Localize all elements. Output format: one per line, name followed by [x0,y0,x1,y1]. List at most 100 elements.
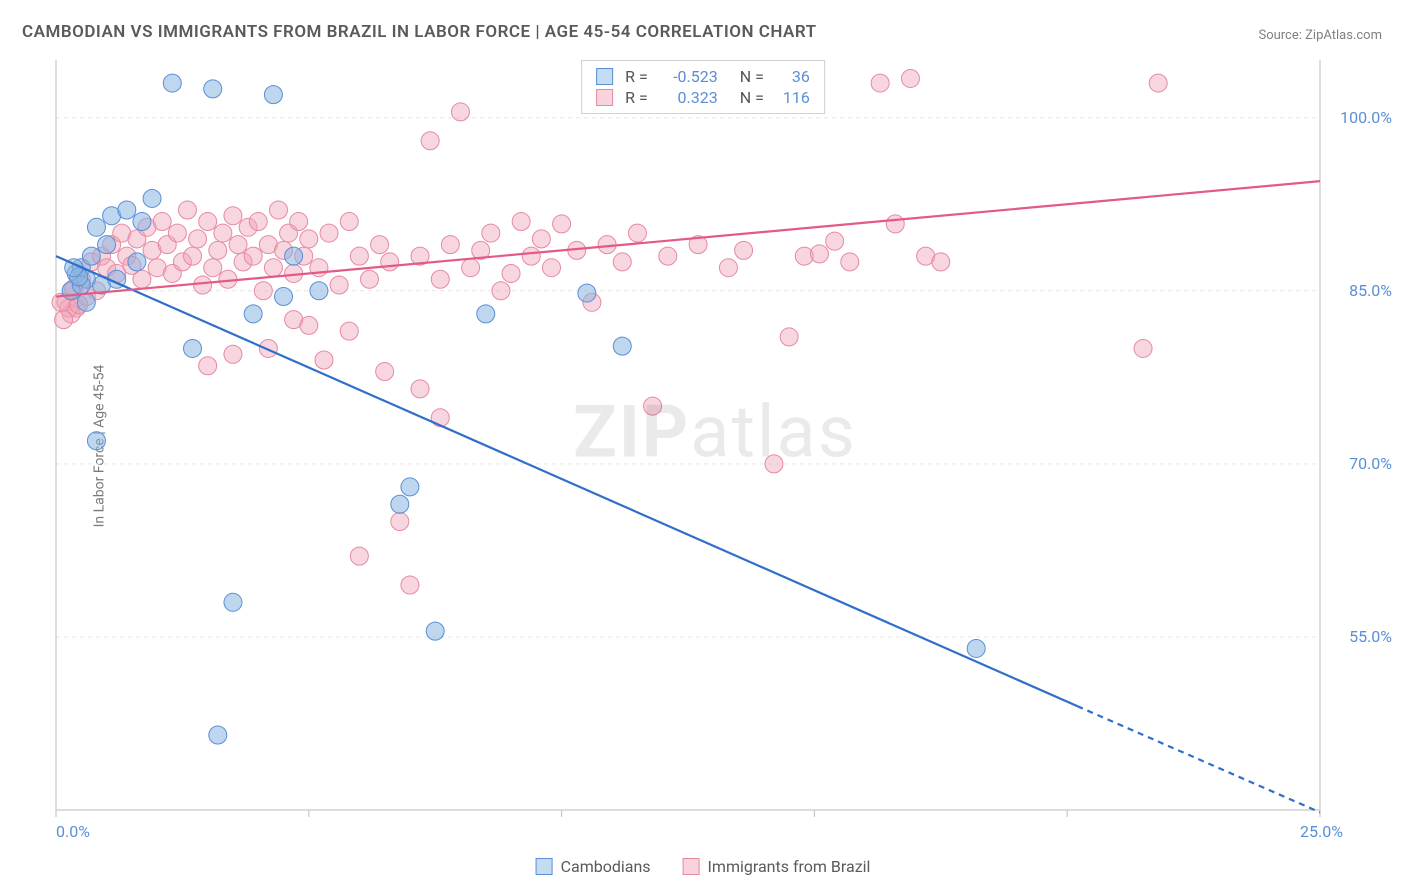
y-tick-label: 85.0% [1349,281,1392,300]
data-point [184,339,202,357]
data-point [350,247,368,265]
data-point [411,380,429,398]
r-value: 0.323 [660,88,718,107]
data-point [578,284,596,302]
data-point [401,576,419,594]
chart-container: CAMBODIAN VS IMMIGRANTS FROM BRAZIL IN L… [0,0,1406,892]
data-point [542,259,560,277]
data-point [244,247,262,265]
data-point [204,80,222,98]
data-point [765,455,783,473]
data-point [1134,339,1152,357]
data-point [512,213,530,231]
data-point [229,236,247,254]
data-point [184,247,202,265]
data-point [285,311,303,329]
data-point [275,288,293,306]
data-point [244,305,262,323]
legend-series-label: Cambodians [561,857,651,876]
data-point [613,337,631,355]
data-point [502,264,520,282]
data-point [330,276,348,294]
trend-line [56,256,1077,706]
data-point [871,74,889,92]
data-point [209,726,227,744]
data-point [199,213,217,231]
data-point [128,253,146,271]
data-point [532,230,550,248]
legend-correlation-row: R = -0.523 N = 36 [596,67,810,86]
data-point [719,259,737,277]
trend-line-extrapolated [1077,706,1320,812]
y-tick-label: 70.0% [1349,454,1392,473]
data-point [290,213,308,231]
x-tick-label: 0.0% [56,822,90,841]
data-point [249,213,267,231]
data-point [477,305,495,323]
legend-swatch [536,858,553,875]
correlation-legend: R = -0.523 N = 36 R = 0.323 N = 116 [581,60,825,114]
data-point [254,282,272,300]
data-point [87,218,105,236]
data-point [199,357,217,375]
legend-swatch [683,858,700,875]
data-point [376,363,394,381]
data-point [269,201,287,219]
n-value: 116 [776,88,810,107]
data-point [431,409,449,427]
data-point [285,247,303,265]
y-tick-label: 55.0% [1349,627,1392,646]
legend-series-item: Immigrants from Brazil [683,857,871,876]
data-point [340,213,358,231]
data-point [826,232,844,250]
data-point [310,282,328,300]
r-value: -0.523 [660,67,718,86]
data-point [189,230,207,248]
data-point [204,259,222,277]
data-point [360,270,378,288]
r-label: R = [625,88,648,107]
data-point [901,69,919,87]
scatter-plot-svg [50,54,1380,842]
y-tick-label: 100.0% [1340,108,1392,127]
data-point [178,201,196,219]
data-point [224,593,242,611]
legend-series-item: Cambodians [536,857,651,876]
plot-area: ZIPatlas [50,54,1380,842]
data-point [259,339,277,357]
data-point [421,132,439,150]
data-point [886,215,904,233]
data-point [133,270,151,288]
legend-correlation-row: R = 0.323 N = 116 [596,88,810,107]
data-point [553,215,571,233]
data-point [371,236,389,254]
x-tick-label: 25.0% [1300,822,1343,841]
data-point [168,224,186,242]
data-point [451,103,469,121]
data-point [522,247,540,265]
data-point [209,241,227,259]
data-point [264,259,282,277]
data-point [118,201,136,219]
data-point [659,247,677,265]
n-value: 36 [776,67,810,86]
data-point [967,639,985,657]
n-label: N = [740,88,764,107]
legend-series-label: Immigrants from Brazil [708,857,871,876]
data-point [431,270,449,288]
data-point [82,247,100,265]
data-point [780,328,798,346]
data-point [391,513,409,531]
data-point [340,322,358,340]
r-label: R = [625,67,648,86]
data-point [391,495,409,513]
data-point [55,311,73,329]
data-point [810,245,828,263]
data-point [300,230,318,248]
source-attribution: Source: ZipAtlas.com [1258,28,1382,43]
data-point [932,253,950,271]
data-point [87,432,105,450]
data-point [735,241,753,259]
data-point [224,207,242,225]
data-point [441,236,459,254]
